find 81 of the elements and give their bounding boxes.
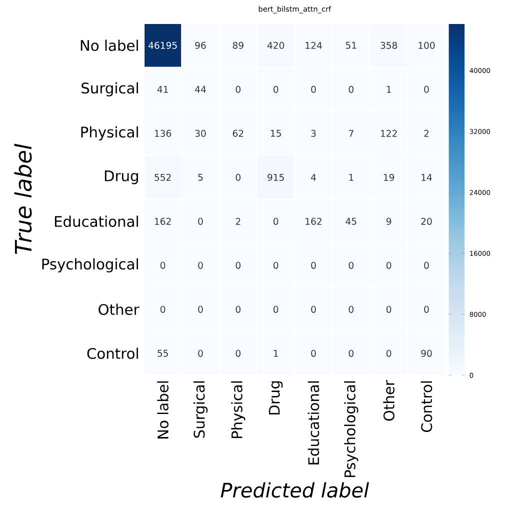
y-tick-label: Physical [81,126,138,140]
data-label: 15 [270,130,281,137]
data-label: 552 [154,174,171,181]
data-label: 90 [421,350,432,357]
data-label: 45 [346,218,356,225]
data-label: 0 [424,262,429,269]
data-label: 1 [386,86,391,93]
data-label: 0 [273,218,278,225]
data-label: 0 [348,306,354,313]
data-label: 1 [274,350,278,357]
y-tick-label: Psychological [42,258,138,272]
data-label: 0 [424,306,429,313]
x-tick-label: Drug [268,381,283,414]
data-label: 55 [158,350,168,357]
y-tick-label: No label [80,40,138,52]
data-label: 5 [198,174,203,181]
data-label: 420 [267,42,284,49]
data-label: 0 [236,262,240,269]
data-label: 0 [236,350,240,357]
data-label: 0 [236,86,240,93]
data-label: 9 [386,218,392,225]
data-label: 41 [157,86,168,93]
data-label: 14 [422,174,432,181]
data-label: 124 [306,42,322,49]
data-label: 44 [195,86,206,93]
data-label: 30 [195,130,206,137]
data-label: 0 [348,262,354,269]
data-label: 4 [311,174,316,181]
data-label: 100 [418,42,435,49]
x-tick-label: Other [383,380,394,421]
x-tick-label: Control [420,381,432,432]
data-label: 122 [380,130,397,137]
y-axis-title: True label [14,144,32,254]
data-label: 0 [160,262,166,269]
data-label: 7 [348,130,354,137]
data-label: 0 [424,86,429,93]
y-tick-label: Control [87,348,138,359]
data-label: 0 [273,86,278,93]
x-tick-label: Educational [308,381,320,464]
data-label: 0 [311,86,316,93]
y-tick-label: Other [98,304,140,315]
y-tick-label: Drug [104,170,138,184]
data-label: 0 [198,306,203,313]
data-label: 0 [236,306,240,313]
data-label: 358 [380,42,398,49]
data-label: 1 [349,174,354,181]
data-label: 0 [311,262,316,269]
data-label: 915 [268,174,284,181]
data-label: 136 [154,130,172,137]
y-tick-label: Surgical [82,82,138,96]
data-label: 2 [236,218,240,225]
data-label: 0 [198,262,203,269]
x-tick-label: Psychological [344,381,358,478]
data-label: 0 [311,306,316,313]
y-tick-label: Educational [54,216,138,227]
x-tick-label: Surgical [193,381,208,438]
data-label: 0 [386,306,392,313]
data-label: 51 [346,42,356,49]
data-label: 0 [386,350,392,357]
data-label: 96 [195,42,206,49]
data-label: 2 [424,130,429,137]
data-label: 0 [236,174,240,181]
data-label: 0 [160,306,166,313]
data-label: 0 [198,350,203,357]
data-label: 0 [273,262,278,269]
data-label: 0 [198,218,203,225]
data-label: 0 [273,306,278,313]
data-label: 3 [311,130,316,137]
data-label: 20 [421,218,432,225]
data-label: 0 [311,350,316,357]
data-label: 0 [348,86,354,93]
data-label: 62 [232,130,244,137]
x-tick-label: Physical [231,381,246,438]
x-axis-title: Predicted label [220,482,369,498]
data-label: 162 [154,218,171,225]
data-label: 0 [386,262,392,269]
data-label: 46195 [148,42,177,49]
data-label: 162 [306,218,322,225]
data-label: 0 [348,350,354,357]
data-label: 89 [232,42,244,49]
data-label: 19 [384,174,394,181]
